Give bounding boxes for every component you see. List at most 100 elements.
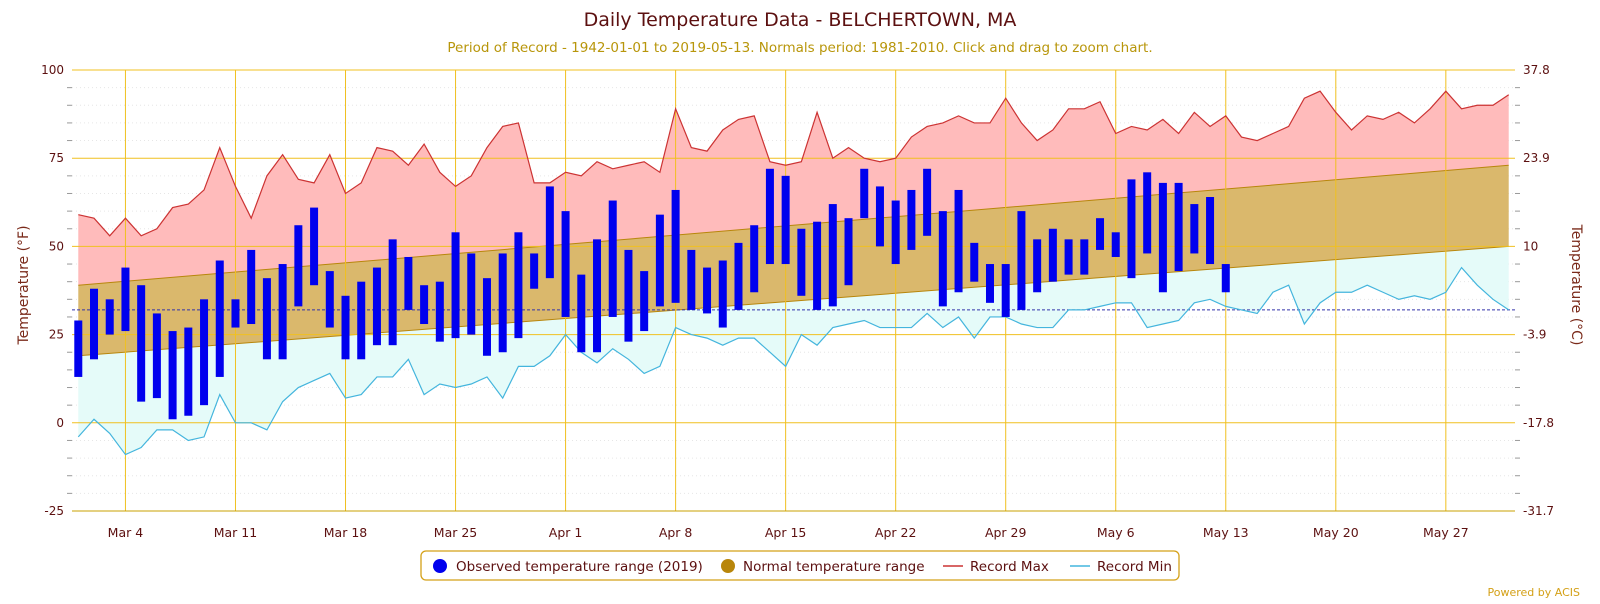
observed-bar[interactable]	[341, 295, 350, 360]
observed-bar[interactable]	[514, 232, 523, 339]
observed-bar[interactable]	[671, 189, 680, 303]
observed-bar[interactable]	[90, 288, 99, 360]
observed-bar[interactable]	[184, 327, 193, 416]
observed-bar[interactable]	[624, 249, 633, 342]
observed-bar[interactable]	[1221, 264, 1230, 293]
observed-bar[interactable]	[1158, 182, 1167, 293]
observed-bar[interactable]	[247, 249, 256, 325]
observed-bar[interactable]	[404, 256, 413, 310]
observed-bar[interactable]	[530, 253, 539, 289]
legend-record-min-label[interactable]: Record Min	[1097, 559, 1172, 575]
observed-bar[interactable]	[703, 267, 712, 314]
observed-bar[interactable]	[891, 200, 900, 265]
observed-bar[interactable]	[1033, 239, 1042, 293]
legend-record-max-label[interactable]: Record Max	[970, 559, 1049, 575]
observed-bar[interactable]	[1001, 264, 1010, 317]
observed-bar[interactable]	[420, 285, 429, 325]
chart-title: Daily Temperature Data - BELCHERTOWN, MA	[584, 9, 1017, 31]
observed-bar[interactable]	[970, 242, 979, 282]
x-tick-label: Apr 15	[765, 525, 807, 540]
observed-bar[interactable]	[310, 207, 319, 286]
y-tick-label-left: 75	[49, 151, 64, 165]
observed-bar[interactable]	[200, 299, 209, 406]
observed-bar[interactable]	[451, 232, 460, 339]
credit-link[interactable]: Powered by ACIS	[1488, 586, 1581, 599]
observed-bar[interactable]	[435, 281, 444, 342]
x-tick-label: May 13	[1203, 525, 1249, 540]
observed-bar[interactable]	[1048, 228, 1057, 282]
observed-bar[interactable]	[482, 278, 491, 356]
observed-bar[interactable]	[1206, 197, 1215, 265]
observed-bar[interactable]	[687, 249, 696, 310]
observed-bar[interactable]	[734, 242, 743, 310]
observed-bar[interactable]	[215, 260, 224, 377]
observed-bar[interactable]	[577, 274, 586, 353]
observed-bar[interactable]	[325, 271, 334, 328]
observed-bar[interactable]	[1096, 218, 1105, 250]
record-min-line[interactable]	[77, 266, 1510, 456]
observed-bar[interactable]	[105, 299, 114, 335]
observed-bar[interactable]	[938, 211, 947, 307]
observed-bar[interactable]	[1190, 204, 1199, 254]
x-tick-label: Apr 1	[549, 525, 583, 540]
observed-bar[interactable]	[152, 313, 161, 399]
observed-bar[interactable]	[121, 267, 130, 332]
observed-bar[interactable]	[388, 239, 397, 346]
record-max-line[interactable]	[78, 90, 1510, 237]
observed-bar[interactable]	[640, 271, 649, 332]
legend-normal-marker	[721, 559, 735, 573]
observed-bar[interactable]	[828, 204, 837, 307]
observed-bar[interactable]	[1064, 239, 1073, 275]
observed-bar[interactable]	[781, 175, 790, 265]
y-axis-label-left: Temperature (°F)	[16, 225, 32, 345]
observed-bar[interactable]	[1017, 211, 1026, 310]
observed-bar[interactable]	[608, 200, 617, 317]
x-tick-label: Mar 25	[434, 525, 477, 540]
observed-bar[interactable]	[813, 221, 822, 310]
observed-bar[interactable]	[372, 267, 381, 346]
observed-bar[interactable]	[278, 264, 287, 360]
observed-bar[interactable]	[467, 253, 476, 335]
y-tick-label-left: 50	[49, 239, 64, 253]
observed-bar[interactable]	[844, 218, 853, 286]
observed-bar[interactable]	[1143, 172, 1152, 254]
legend-observed-label[interactable]: Observed temperature range (2019)	[456, 559, 703, 575]
legend-observed-marker	[433, 559, 447, 573]
observed-bar[interactable]	[137, 285, 146, 402]
legend-normal-label[interactable]: Normal temperature range	[743, 559, 925, 575]
observed-bar[interactable]	[923, 168, 932, 236]
observed-bar[interactable]	[294, 225, 303, 307]
observed-bar[interactable]	[545, 186, 554, 279]
observed-bar[interactable]	[1127, 179, 1136, 279]
observed-bar[interactable]	[231, 299, 240, 328]
y-tick-label-left: -25	[44, 504, 64, 518]
observed-bar[interactable]	[1174, 182, 1183, 272]
observed-bar[interactable]	[718, 260, 727, 328]
observed-bar[interactable]	[262, 278, 271, 360]
observed-bar[interactable]	[74, 320, 83, 377]
observed-bar[interactable]	[954, 189, 963, 293]
observed-bar[interactable]	[655, 214, 664, 307]
observed-bar[interactable]	[797, 228, 806, 296]
observed-bar[interactable]	[1080, 239, 1089, 275]
y-tick-label-left: 0	[56, 416, 64, 430]
observed-bar[interactable]	[907, 189, 916, 250]
observed-bar[interactable]	[875, 186, 884, 247]
observed-bar[interactable]	[1111, 232, 1120, 257]
observed-bar[interactable]	[561, 211, 570, 317]
legend[interactable]: Observed temperature range (2019) Normal…	[420, 550, 1180, 581]
legend-box	[420, 550, 1180, 581]
observed-bar[interactable]	[765, 168, 774, 265]
y-tick-label-right: 37.8	[1523, 63, 1550, 77]
observed-bar[interactable]	[498, 253, 507, 353]
plot-area[interactable]: -25 0 25 50 75 100 -31.7 -17.8 -3.9 10 23.9 37.8 Mar…	[41, 63, 1554, 540]
observed-bar[interactable]	[860, 168, 869, 219]
observed-bar[interactable]	[750, 225, 759, 293]
y-tick-label-right: -17.8	[1523, 416, 1554, 430]
observed-bar[interactable]	[357, 281, 366, 360]
x-tick-label: Mar 18	[324, 525, 368, 540]
observed-bar[interactable]	[593, 239, 602, 353]
observed-bar[interactable]	[168, 331, 177, 420]
observed-bar[interactable]	[985, 264, 994, 303]
